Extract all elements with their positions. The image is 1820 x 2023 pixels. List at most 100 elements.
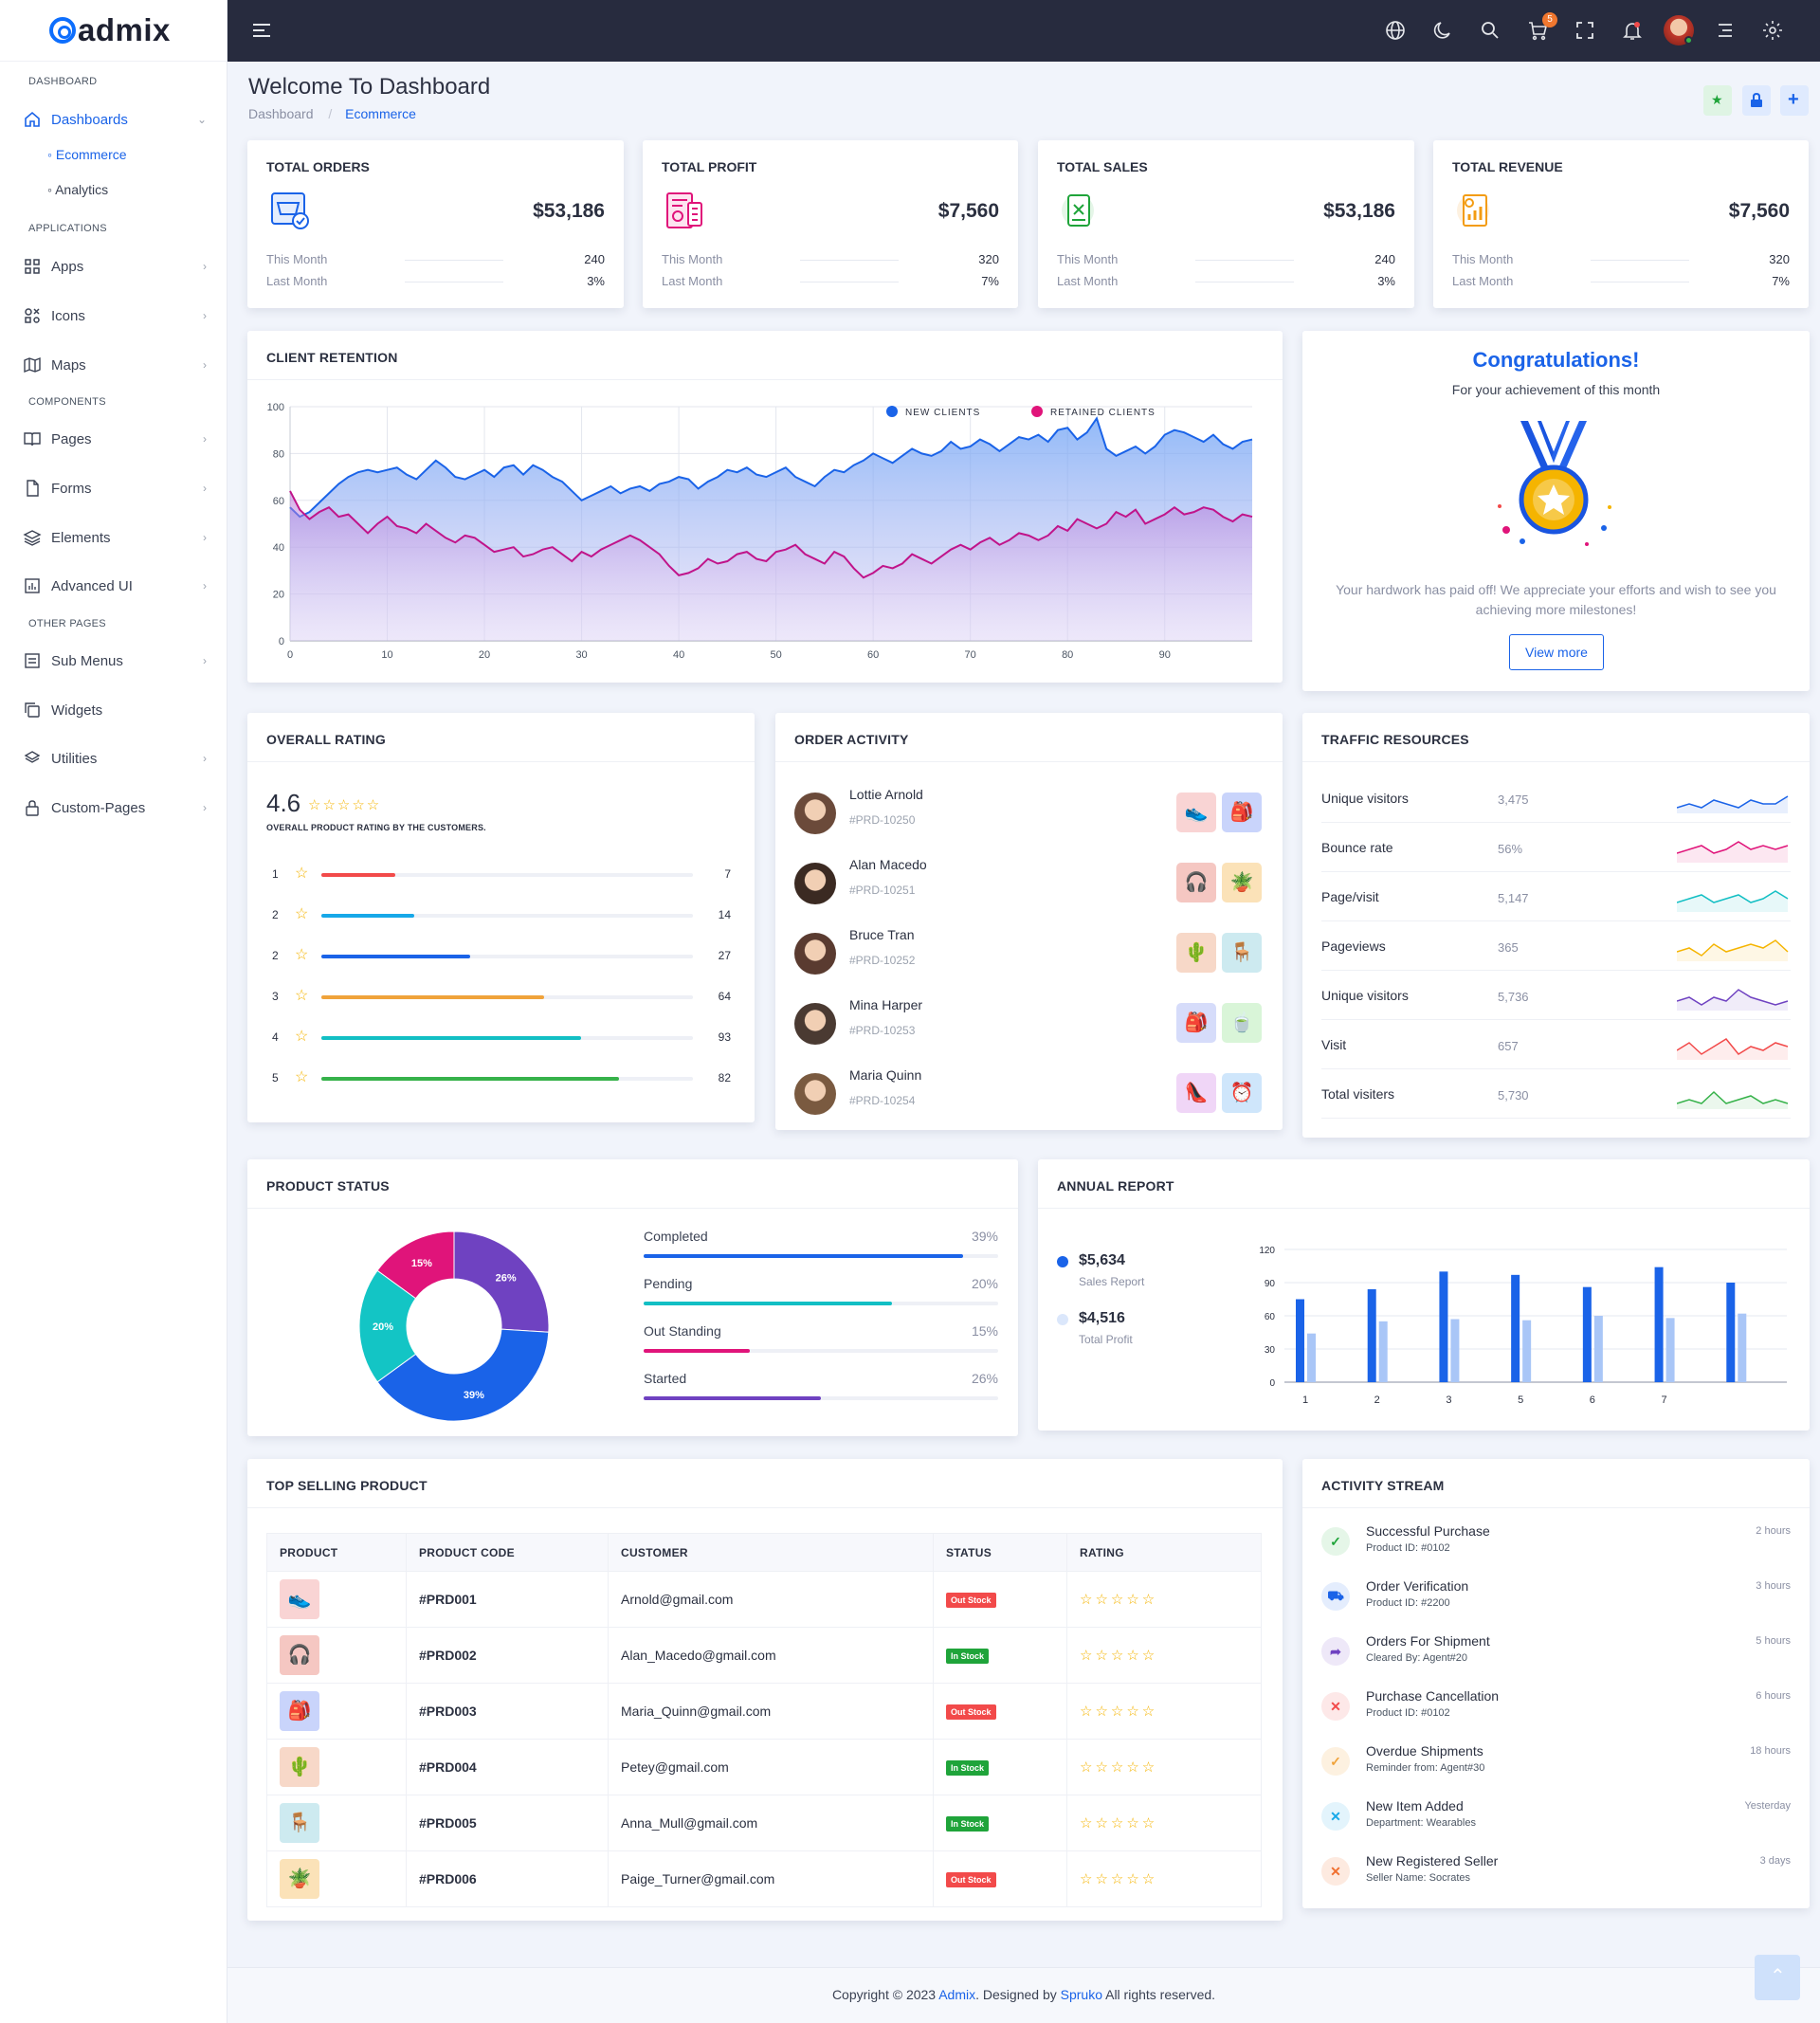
product-thumbnail[interactable]: 👠 xyxy=(1176,1073,1216,1113)
sidebar-item-label: Dashboards xyxy=(51,111,128,128)
traffic-value: 365 xyxy=(1498,940,1519,955)
sales-bag-icon xyxy=(1062,194,1094,227)
activity-title: Successful Purchase xyxy=(1366,1523,1490,1539)
product-thumbnail[interactable]: 🎒 xyxy=(1222,793,1262,832)
sidebar-item-widgets[interactable]: Widgets xyxy=(23,693,212,727)
product-thumbnail[interactable]: 👟 xyxy=(280,1579,319,1619)
table-row[interactable]: 🎧 #PRD002 Alan_Macedo@gmail.com In Stock… xyxy=(266,1627,1262,1684)
rating-row: 1 ☆ 7 xyxy=(266,866,731,884)
stat-number: 240 xyxy=(584,252,605,266)
customer-name: Alan Macedo xyxy=(849,857,927,872)
donut-slice-completed xyxy=(376,1328,550,1422)
table-row[interactable]: 🪴 #PRD006 Paige_Turner@gmail.com Out Sto… xyxy=(266,1850,1262,1907)
product-thumbnail[interactable]: ⏰ xyxy=(1222,1073,1262,1113)
brand-name: admix xyxy=(78,12,171,47)
sidebar-item-sub-menus[interactable]: Sub Menus › xyxy=(23,644,212,678)
table-row[interactable]: 👟 #PRD001 Arnold@gmail.com Out Stock ☆☆☆… xyxy=(266,1571,1262,1628)
moon-icon[interactable] xyxy=(1431,19,1454,42)
activity-icon: ✕ xyxy=(1321,1857,1350,1886)
menu-icon[interactable] xyxy=(250,19,273,42)
stat-value: $7,560 xyxy=(1728,200,1790,222)
search-icon[interactable] xyxy=(1479,19,1502,42)
fullscreen-icon[interactable] xyxy=(1574,19,1596,42)
cart-icon[interactable] xyxy=(1526,19,1549,42)
sidebar-subitem-label: Analytics xyxy=(55,182,109,197)
sidebar-item-icons[interactable]: Icons › xyxy=(23,299,212,333)
sidebar-item-dashboards[interactable]: Dashboards ⌄ xyxy=(23,102,212,137)
sidebar-item-elements[interactable]: Elements › xyxy=(23,520,212,555)
favorite-button[interactable]: ★ xyxy=(1703,85,1732,116)
back-to-top-button[interactable]: ⌃ xyxy=(1755,1955,1800,2000)
activity-item[interactable]: ✓ Overdue Shipments Reminder from: Agent… xyxy=(1321,1743,1791,1798)
breadcrumb-root[interactable]: Dashboard xyxy=(248,106,314,121)
activity-item[interactable]: ⛟ Order Verification Product ID: #2200 3… xyxy=(1321,1578,1791,1633)
customer-avatar xyxy=(794,863,836,904)
activity-item[interactable]: ✓ Successful Purchase Product ID: #0102 … xyxy=(1321,1523,1791,1578)
product-thumbnail[interactable]: 🎒 xyxy=(280,1691,319,1731)
activity-time: 2 hours xyxy=(1756,1525,1791,1537)
sidebar-item-utilities[interactable]: Utilities › xyxy=(23,741,212,775)
order-row[interactable]: Maria Quinn #PRD-10254 👠 ⏰ xyxy=(794,1064,1264,1121)
x-tick-label: 40 xyxy=(673,649,684,661)
rating-stars: ☆☆☆☆☆ xyxy=(1080,1704,1158,1720)
table-row[interactable]: 🎒 #PRD003 Maria_Quinn@gmail.com Out Stoc… xyxy=(266,1683,1262,1740)
gear-icon[interactable] xyxy=(1761,19,1784,42)
traffic-value: 56% xyxy=(1498,842,1523,856)
footer-brand-link[interactable]: Admix xyxy=(938,1987,976,2002)
product-thumbnail[interactable]: 🎧 xyxy=(280,1635,319,1675)
order-row[interactable]: Lottie Arnold #PRD-10250 👟 🎒 xyxy=(794,783,1264,840)
chevron-right-icon: › xyxy=(203,309,207,322)
lock-button[interactable] xyxy=(1742,85,1771,116)
sidebar-item-custom-pages[interactable]: Custom-Pages › xyxy=(23,791,212,825)
online-status-dot xyxy=(1684,36,1693,45)
card-title: TOP SELLING PRODUCT xyxy=(247,1459,1283,1508)
product-thumbnail[interactable]: 🌵 xyxy=(280,1747,319,1787)
product-thumbnail[interactable]: 🪑 xyxy=(280,1803,319,1843)
activity-item[interactable]: ✕ New Item Added Department: Wearables Y… xyxy=(1321,1798,1791,1853)
section-other-pages: OTHER PAGES xyxy=(28,618,106,629)
sidebar-item-forms[interactable]: Forms › xyxy=(23,471,212,505)
product-thumbnail[interactable]: 🪑 xyxy=(1222,933,1262,973)
donut-slice-label: 39% xyxy=(464,1390,484,1401)
order-row[interactable]: Bruce Tran #PRD-10252 🌵 🪑 xyxy=(794,923,1264,980)
sidebar-subitem-ecommerce[interactable]: ◦ Ecommerce xyxy=(47,147,127,162)
bell-icon[interactable] xyxy=(1621,19,1644,42)
product-thumbnail[interactable]: 🪴 xyxy=(1222,863,1262,902)
activity-item[interactable]: ➦ Orders For Shipment Cleared By: Agent#… xyxy=(1321,1633,1791,1688)
activity-item[interactable]: ✕ New Registered Seller Seller Name: Soc… xyxy=(1321,1853,1791,1908)
sidebar-item-maps[interactable]: Maps › xyxy=(23,348,212,382)
card-title: TRAFFIC RESOURCES xyxy=(1302,713,1810,762)
add-button[interactable]: + xyxy=(1780,85,1809,116)
product-cell: 🎧 xyxy=(266,1627,407,1684)
chevron-right-icon: › xyxy=(203,579,207,592)
sidebar-item-apps[interactable]: Apps › xyxy=(23,249,212,283)
activity-icon: ⛟ xyxy=(1321,1582,1350,1611)
order-id: #PRD-10251 xyxy=(849,884,916,897)
rating-count: 82 xyxy=(718,1071,731,1084)
chevron-down-icon: ⌄ xyxy=(196,113,207,126)
donut-slice-started xyxy=(453,1230,550,1333)
footer-designer-link[interactable]: Spruko xyxy=(1060,1987,1102,2002)
map-icon xyxy=(24,356,41,374)
order-row[interactable]: Mina Harper #PRD-10253 🎒 🍵 xyxy=(794,993,1264,1050)
product-thumbnail[interactable]: 👟 xyxy=(1176,793,1216,832)
order-row[interactable]: Alan Macedo #PRD-10251 🎧 🪴 xyxy=(794,853,1264,910)
product-thumbnail[interactable]: 🪴 xyxy=(280,1859,319,1899)
sidebar-item-advanced-ui[interactable]: Advanced UI › xyxy=(23,569,212,603)
status-bar xyxy=(644,1302,892,1305)
list-icon[interactable] xyxy=(1714,19,1737,42)
sidebar-item-pages[interactable]: Pages › xyxy=(23,422,212,456)
table-row[interactable]: 🪑 #PRD005 Anna_Mull@gmail.com In Stock ☆… xyxy=(266,1795,1262,1851)
activity-item[interactable]: ✕ Purchase Cancellation Product ID: #010… xyxy=(1321,1688,1791,1743)
product-thumbnail[interactable]: 🎧 xyxy=(1176,863,1216,902)
globe-icon[interactable] xyxy=(1384,19,1407,42)
product-thumbnail[interactable]: 🍵 xyxy=(1222,1003,1262,1043)
product-code: #PRD006 xyxy=(406,1850,609,1907)
product-thumbnail[interactable]: 🎒 xyxy=(1176,1003,1216,1043)
product-thumbnail[interactable]: 🌵 xyxy=(1176,933,1216,973)
sidebar-subitem-analytics[interactable]: ◦ Analytics xyxy=(47,182,109,197)
chevron-right-icon: › xyxy=(203,801,207,814)
brand-logo[interactable]: admix xyxy=(0,0,227,62)
view-more-button[interactable]: View more xyxy=(1509,634,1604,670)
table-row[interactable]: 🌵 #PRD004 Petey@gmail.com In Stock ☆☆☆☆☆ xyxy=(266,1739,1262,1795)
